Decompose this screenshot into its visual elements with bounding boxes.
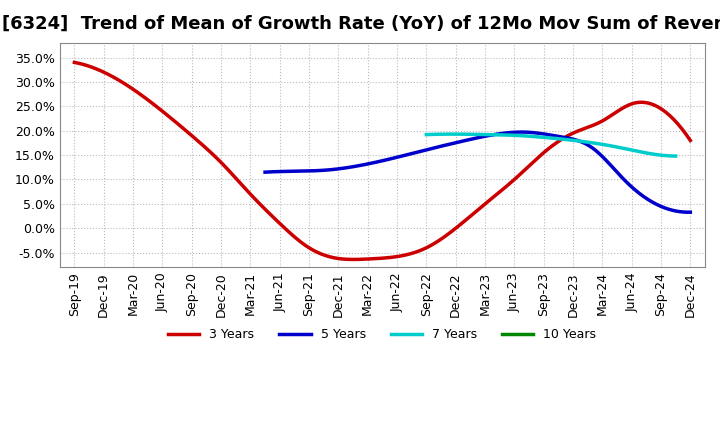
7 Years	[570, 138, 579, 143]
5 Years	[517, 129, 526, 135]
5 Years	[514, 129, 523, 135]
3 Years	[70, 60, 78, 65]
7 Years	[633, 149, 642, 154]
7 Years	[575, 139, 584, 144]
5 Years	[262, 169, 271, 175]
Line: 7 Years: 7 Years	[426, 134, 675, 156]
5 Years	[523, 129, 531, 135]
7 Years	[671, 154, 680, 159]
3 Years	[686, 138, 695, 143]
Title: [6324]  Trend of Mean of Growth Rate (YoY) of 12Mo Mov Sum of Revenues: [6324] Trend of Mean of Growth Rate (YoY…	[2, 15, 720, 33]
5 Years	[261, 169, 269, 175]
5 Years	[513, 129, 521, 135]
7 Years	[448, 132, 456, 137]
7 Years	[571, 138, 580, 143]
Legend: 3 Years, 5 Years, 7 Years, 10 Years: 3 Years, 5 Years, 7 Years, 10 Years	[163, 323, 601, 346]
5 Years	[683, 209, 692, 215]
5 Years	[621, 178, 629, 183]
5 Years	[647, 199, 656, 205]
5 Years	[686, 209, 695, 215]
3 Years	[449, 227, 458, 233]
3 Years	[591, 121, 600, 127]
Line: 3 Years: 3 Years	[74, 62, 690, 260]
3 Years	[348, 257, 357, 262]
3 Years	[72, 60, 81, 66]
3 Years	[631, 100, 639, 106]
7 Years	[649, 151, 657, 157]
7 Years	[422, 132, 431, 137]
3 Years	[437, 236, 446, 242]
7 Years	[423, 132, 431, 137]
3 Years	[438, 235, 447, 240]
Line: 5 Years: 5 Years	[265, 132, 690, 212]
